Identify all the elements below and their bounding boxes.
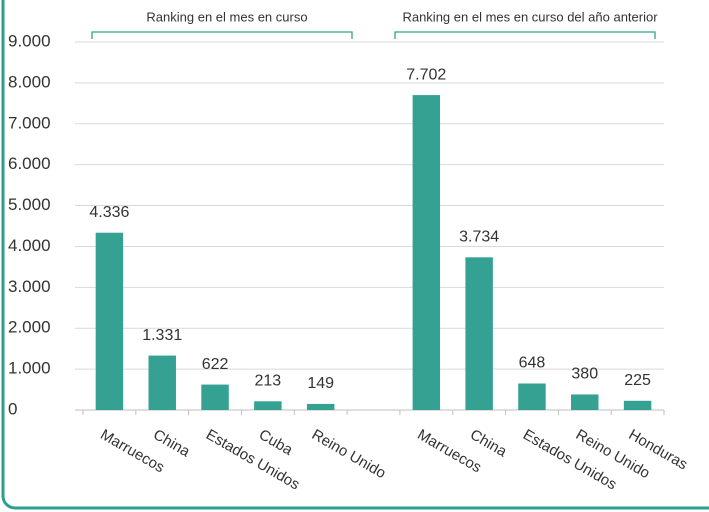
- value-label: 3.734: [459, 229, 499, 246]
- value-label: 149: [307, 375, 334, 392]
- bar: [518, 383, 546, 410]
- y-tick-label: 8.000: [8, 72, 51, 91]
- bracket: [394, 31, 656, 39]
- value-label: 4.336: [89, 204, 129, 221]
- bar: [254, 401, 282, 410]
- bar: [623, 400, 652, 410]
- y-tick-label: 2.000: [8, 318, 51, 337]
- y-tick-label: 5.000: [8, 195, 51, 214]
- x-tick-label: Estados Unidos: [203, 426, 302, 493]
- value-label: 648: [519, 355, 546, 372]
- y-tick-label: 4.000: [8, 236, 51, 255]
- y-tick-label: 9.000: [8, 31, 51, 50]
- bracket: [91, 31, 353, 39]
- bar: [571, 394, 599, 410]
- value-label: 225: [624, 372, 651, 389]
- value-label: 213: [255, 373, 282, 390]
- y-tick-label: 3.000: [8, 277, 51, 296]
- x-tick-label: Estados Unidos: [520, 426, 619, 493]
- bar: [148, 355, 176, 410]
- value-label: 1.331: [142, 327, 182, 344]
- bar: [465, 257, 493, 410]
- y-tick-label: 0: [8, 399, 17, 418]
- bar: [306, 403, 335, 410]
- y-tick-label: 1.000: [8, 359, 51, 378]
- y-tick-label: 6.000: [8, 154, 51, 173]
- bar: [201, 384, 229, 410]
- value-label: 380: [571, 366, 598, 383]
- annotation: Ranking en el mes en curso del año anter…: [402, 9, 658, 24]
- value-label: 622: [202, 356, 229, 373]
- bar: [95, 232, 124, 410]
- annotation: Ranking en el mes en curso: [146, 9, 307, 24]
- x-tick-label: Reino Unido: [309, 426, 389, 482]
- value-label: 7.702: [406, 66, 446, 83]
- y-tick-label: 7.000: [8, 113, 51, 132]
- bar: [412, 95, 441, 410]
